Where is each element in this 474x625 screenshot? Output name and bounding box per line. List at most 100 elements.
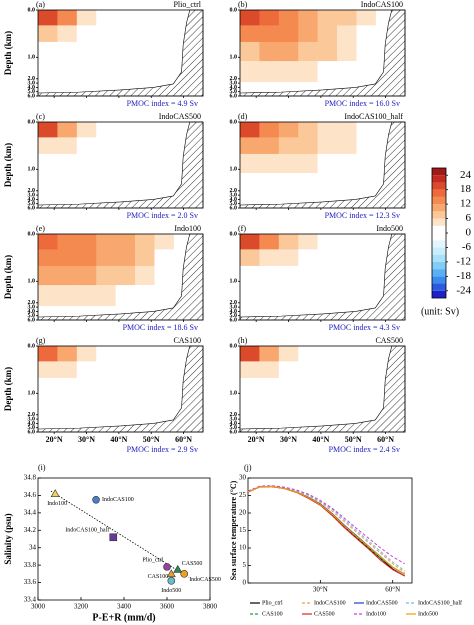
y-tick-label: 2.0 (230, 76, 238, 82)
legend-label: IndoCAS500 (366, 600, 398, 606)
stream-cell (317, 173, 338, 195)
y-tick-label: 5.0 (230, 89, 238, 95)
stream-cell (135, 249, 155, 267)
y-tick-label: 33.4 (24, 596, 37, 604)
legend-label: CAS100 (262, 611, 283, 617)
stream-cell (154, 25, 175, 43)
panel-label: (b) (238, 0, 248, 9)
y-axis-label: Depth (km) (3, 255, 13, 299)
stream-cell (115, 397, 136, 419)
stream-cell (115, 234, 136, 250)
stream-cell (57, 153, 78, 174)
stream-cell (337, 41, 357, 62)
y-tick-label: 0.0 (230, 231, 238, 237)
stream-cell (115, 122, 136, 138)
stream-cell (57, 41, 78, 62)
stream-cell (298, 122, 318, 138)
stream-cell (259, 265, 280, 286)
stream-cell (96, 173, 116, 195)
stream-cell (76, 397, 97, 419)
stream-cell (240, 346, 260, 362)
stream-cell (76, 61, 97, 83)
colorbar-tick-label: 24 (460, 169, 472, 181)
stream-cell (135, 377, 155, 398)
point (50, 489, 60, 497)
stream-cell (298, 249, 318, 267)
plot-frame (239, 345, 406, 433)
stream-cell (76, 361, 97, 379)
stream-cell (278, 153, 299, 174)
stream-cell (38, 137, 58, 155)
y-tick-label: 34.2 (24, 526, 37, 534)
pmoc-index: PMOC index = 2.0 Sv (127, 211, 198, 220)
stream-cell (135, 346, 155, 362)
stream-cell (96, 397, 116, 419)
stream-cell (240, 285, 260, 307)
y-tick-label: 1.0 (28, 391, 36, 397)
panel-label: (g) (36, 336, 46, 345)
stream-cell (240, 153, 260, 174)
colorbar-swatch (432, 269, 446, 277)
stream-cell (38, 173, 58, 195)
stream-cell (154, 153, 175, 174)
y-tick-label: 4.0 (230, 197, 238, 203)
stream-cell (356, 25, 377, 43)
stream-cell (298, 153, 318, 174)
stream-cell (278, 397, 299, 419)
stream-cell (356, 377, 377, 398)
panel-label: (f) (238, 224, 246, 233)
stream-cell (278, 346, 299, 362)
x-tick-label: 3000 (31, 603, 46, 611)
y-tick-label: 2.0 (230, 412, 238, 418)
stream-cell (135, 234, 155, 250)
y-tick-label: 0 (243, 579, 247, 587)
x-tick-label: 30°N (78, 435, 95, 444)
stream-cell (115, 10, 136, 26)
y-tick-label: 6.0 (230, 205, 238, 211)
x-tick-label: 50°N (143, 435, 160, 444)
stream-cell (240, 10, 260, 26)
y-tick-label: 5.0 (28, 425, 36, 431)
stream-cell (278, 10, 299, 26)
stream-cell (135, 10, 155, 26)
stream-cell (38, 249, 58, 267)
stream-cell (278, 234, 299, 250)
x-tick-label: 30°N (313, 586, 328, 594)
y-tick-label: 34.4 (24, 508, 37, 516)
stream-cell (76, 173, 97, 195)
colorbar-swatch (432, 175, 446, 183)
y-tick-label: 3.0 (28, 416, 36, 422)
y-tick-label: 5.0 (230, 201, 238, 207)
stream-cell (259, 249, 280, 267)
pmoc-index: PMOC index = 4.3 Sv (329, 323, 400, 332)
stream-cell (57, 361, 78, 379)
colorbar-swatch (432, 196, 446, 205)
stream-cell (317, 249, 338, 267)
stream-cell (96, 361, 116, 379)
panel-title: Indo500 (376, 224, 403, 233)
colorbar-swatch (432, 247, 446, 255)
stream-cell (154, 137, 175, 155)
stream-cell (96, 285, 116, 307)
y-tick-label: 3.0 (28, 304, 36, 310)
stream-cell (38, 61, 58, 83)
colorbar-swatch (432, 218, 446, 226)
stream-cell (337, 265, 357, 286)
stream-cell (240, 25, 260, 43)
colorbar-tick-label: -6 (462, 241, 472, 253)
stream-cell (356, 61, 377, 83)
stream-cell (298, 61, 318, 83)
sst-line (247, 485, 406, 577)
stream-cell (57, 10, 78, 26)
stream-cell (135, 137, 155, 155)
pmoc-index: PMOC index = 18.6 Sv (123, 323, 198, 332)
stream-cell (298, 397, 318, 419)
stream-cell (259, 397, 280, 419)
stream-cell (57, 265, 78, 286)
stream-cell (278, 361, 299, 379)
stream-cell (76, 153, 97, 174)
stream-cell (76, 10, 97, 26)
stream-cell (57, 61, 78, 83)
colorbar-swatch (432, 261, 446, 270)
x-tick-label: 30°N (280, 435, 297, 444)
